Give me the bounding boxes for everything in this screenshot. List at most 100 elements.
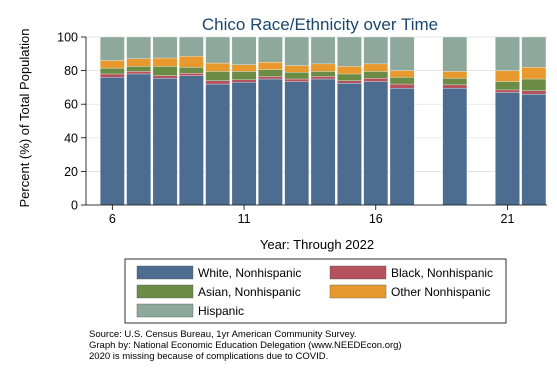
- bar-6-series-4: [100, 36, 125, 61]
- bar-7-series-0: [126, 73, 151, 206]
- bar-12-series-0: [258, 78, 283, 206]
- bar-7-series-2: [126, 66, 151, 72]
- legend-label-0: White, Nonhispanic: [198, 266, 301, 280]
- legend-swatch-3: [329, 284, 387, 299]
- bar-12-series-3: [258, 62, 283, 70]
- bar-8-series-1: [152, 75, 178, 79]
- bar-21-series-4: [495, 36, 520, 71]
- bar-7-series-1: [126, 71, 151, 75]
- bar-21-series-1: [495, 89, 520, 93]
- chart-title: Chico Race/Ethnicity over Time: [202, 15, 438, 34]
- bar-16-series-1: [363, 78, 389, 82]
- bar-6-series-3: [100, 60, 125, 69]
- y-axis-label: Percent (%) of Total Population: [17, 29, 32, 208]
- legend-label-4: Hispanic: [198, 304, 244, 318]
- bar-17-series-3: [389, 70, 415, 78]
- bar-10-series-3: [205, 62, 230, 72]
- bar-8-series-4: [152, 36, 178, 59]
- bar-17-series-2: [389, 77, 415, 85]
- x-tick-label-6: 6: [109, 212, 116, 226]
- bar-22-series-0: [521, 93, 547, 206]
- bar-13-series-0: [284, 81, 310, 206]
- bar-14-series-0: [310, 78, 336, 206]
- bar-15-series-2: [337, 73, 362, 81]
- bar-19-series-0: [442, 88, 468, 206]
- bar-15-series-0: [337, 83, 362, 206]
- legend-swatch-0: [136, 265, 194, 280]
- y-tick-label-40: 40: [64, 131, 78, 145]
- y-tick-label-60: 60: [64, 98, 78, 112]
- bar-11-series-0: [231, 82, 257, 206]
- bar-10-series-1: [205, 80, 230, 85]
- bar-16-series-3: [363, 63, 389, 72]
- bar-19-series-1: [442, 84, 468, 89]
- bar-9-series-2: [179, 67, 204, 74]
- bar-13-series-4: [284, 36, 310, 66]
- bar-19-series-2: [442, 78, 468, 86]
- credit-note: Graph by: National Economic Education De…: [89, 340, 402, 351]
- bar-22-series-2: [521, 78, 547, 91]
- bar-16-series-2: [363, 71, 389, 79]
- bar-16-series-0: [363, 81, 389, 206]
- bar-22-series-4: [521, 36, 547, 68]
- bar-11-series-2: [231, 71, 257, 80]
- bar-8-series-3: [152, 57, 178, 67]
- y-tick-label-80: 80: [64, 64, 78, 78]
- y-tick-label-0: 0: [71, 199, 78, 213]
- legend-swatch-1: [329, 265, 387, 280]
- bar-11-series-4: [231, 36, 257, 65]
- bar-21-series-0: [495, 92, 520, 206]
- bar-16-series-4: [363, 36, 389, 65]
- legend-label-3: Other Nonhispanic: [391, 285, 490, 299]
- x-tick-label-16: 16: [369, 212, 383, 226]
- bar-17-series-1: [389, 83, 415, 89]
- bar-17-series-4: [389, 36, 415, 71]
- legend-label-1: Black, Nonhispanic: [391, 266, 493, 280]
- y-tick-label-20: 20: [64, 165, 78, 179]
- bars: [100, 36, 547, 206]
- bar-14-series-1: [310, 76, 336, 80]
- bar-15-series-4: [337, 36, 362, 67]
- bar-7-series-3: [126, 58, 151, 67]
- bar-14-series-4: [310, 36, 336, 65]
- bar-9-series-3: [179, 56, 204, 68]
- bar-10-series-4: [205, 36, 230, 64]
- bar-15-series-1: [337, 80, 362, 84]
- bar-13-series-3: [284, 65, 310, 73]
- bar-11-series-3: [231, 64, 257, 72]
- bar-7-series-4: [126, 36, 151, 59]
- covid-note: 2020 is missing because of complications…: [89, 351, 329, 362]
- legend-swatch-2: [136, 284, 194, 299]
- bar-13-series-2: [284, 72, 310, 80]
- bar-13-series-1: [284, 78, 310, 82]
- bar-19-series-4: [442, 36, 468, 72]
- bar-21-series-3: [495, 70, 520, 82]
- bar-6-series-1: [100, 73, 125, 78]
- bar-9-series-4: [179, 36, 204, 57]
- legend-swatch-4: [136, 303, 194, 318]
- bar-12-series-2: [258, 69, 283, 77]
- bar-6-series-0: [100, 77, 125, 206]
- y-tick-label-100: 100: [57, 31, 78, 45]
- bar-19-series-3: [442, 71, 468, 79]
- bar-14-series-2: [310, 71, 336, 77]
- bar-22-series-3: [521, 67, 547, 80]
- bar-11-series-1: [231, 79, 257, 83]
- source-note: Source: U.S. Census Bureau, 1yr American…: [89, 329, 357, 340]
- bar-8-series-0: [152, 78, 178, 206]
- x-axis-label: Year: Through 2022: [260, 237, 374, 252]
- x-tick-label-21: 21: [501, 212, 515, 226]
- legend-label-2: Asian, Nonhispanic: [198, 285, 301, 299]
- y-axis: 0 20 40 60 80 100: [57, 31, 87, 213]
- x-axis: 6 11 16 21: [86, 204, 547, 226]
- bar-15-series-3: [337, 66, 362, 75]
- bar-14-series-3: [310, 63, 336, 72]
- bar-12-series-4: [258, 36, 283, 63]
- legend: White, Nonhispanic Black, Nonhispanic Asia…: [136, 265, 493, 318]
- bar-22-series-1: [521, 90, 547, 95]
- bar-8-series-2: [152, 66, 178, 76]
- bar-10-series-2: [205, 71, 230, 81]
- bar-12-series-1: [258, 76, 283, 80]
